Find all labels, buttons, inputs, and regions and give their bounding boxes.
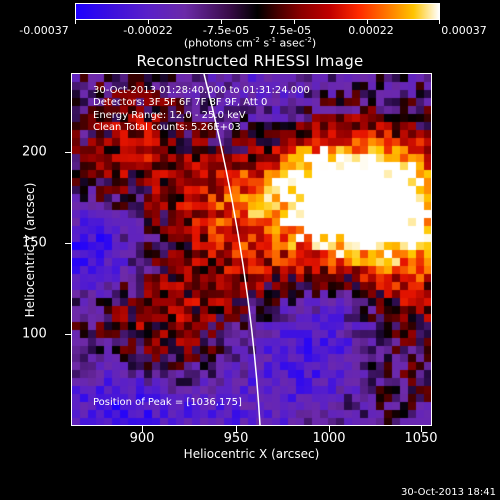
colorbar-units: (photons cm-2 s-1 asec-2) xyxy=(183,36,317,50)
heatmap-image xyxy=(72,74,431,425)
colorbar-tick-label: -0.00037 xyxy=(19,24,69,37)
colorbar-tick-label: 7.5e-05 xyxy=(268,24,312,37)
x-tick-label: 1050 xyxy=(404,431,438,446)
plot-title: Reconstructed RHESSI Image xyxy=(136,52,364,70)
x-axis-tick xyxy=(142,426,143,432)
y-axis-tick xyxy=(65,334,71,335)
plot-timestamp: 30-Oct-2013 18:41 xyxy=(401,487,496,498)
colorbar-tick xyxy=(221,20,222,24)
peak-position-text: Position of Peak = [1036,175] xyxy=(93,397,242,408)
x-tick-label: 900 xyxy=(129,431,155,446)
colorbar-tick-label: 0.00022 xyxy=(348,24,394,37)
y-axis-tick xyxy=(65,152,71,153)
colorbar-tick xyxy=(367,20,368,24)
colorbar-gradient xyxy=(75,3,440,20)
solar-limb-path xyxy=(203,74,261,425)
x-axis-tick xyxy=(329,426,330,432)
colorbar-tick-label: -7.5e-05 xyxy=(202,24,250,37)
x-axis-tick xyxy=(236,426,237,432)
y-axis-tick xyxy=(65,243,71,244)
colorbar-tick xyxy=(148,20,149,24)
colorbar-tick-label: 0.00037 xyxy=(441,24,487,37)
colorbar-legend: -0.00037 -0.00022 -7.5e-05 7.5e-05 0.000… xyxy=(0,0,500,60)
y-tick-label: 100 xyxy=(22,326,47,342)
colorbar-tick xyxy=(439,20,440,24)
colorbar-tick xyxy=(294,20,295,24)
y-axis-label: Heliocentric Y (arcsec) xyxy=(23,182,37,318)
y-tick-label: 150 xyxy=(22,235,47,251)
solar-limb-line xyxy=(203,74,261,425)
clean-counts-text: Clean Total counts: 5.26E+03 xyxy=(93,122,241,133)
time-range-text: 30-Oct-2013 01:28:40.000 to 01:31:24.000 xyxy=(93,85,310,96)
y-tick-label: 200 xyxy=(22,144,47,160)
detectors-text: Detectors: 3F 5F 6F 7F 8F 9F, Att 0 xyxy=(93,97,268,108)
x-tick-label: 1000 xyxy=(312,431,346,446)
x-axis-tick xyxy=(421,426,422,432)
colorbar-tick-label: -0.00022 xyxy=(123,24,173,37)
x-tick-label: 950 xyxy=(223,431,249,446)
x-axis-label: Heliocentric X (arcsec) xyxy=(183,447,320,461)
rhessi-image-plot xyxy=(71,73,432,426)
colorbar-tick xyxy=(75,20,76,24)
energy-range-text: Energy Range: 12.0 - 25.0 keV xyxy=(93,110,246,121)
